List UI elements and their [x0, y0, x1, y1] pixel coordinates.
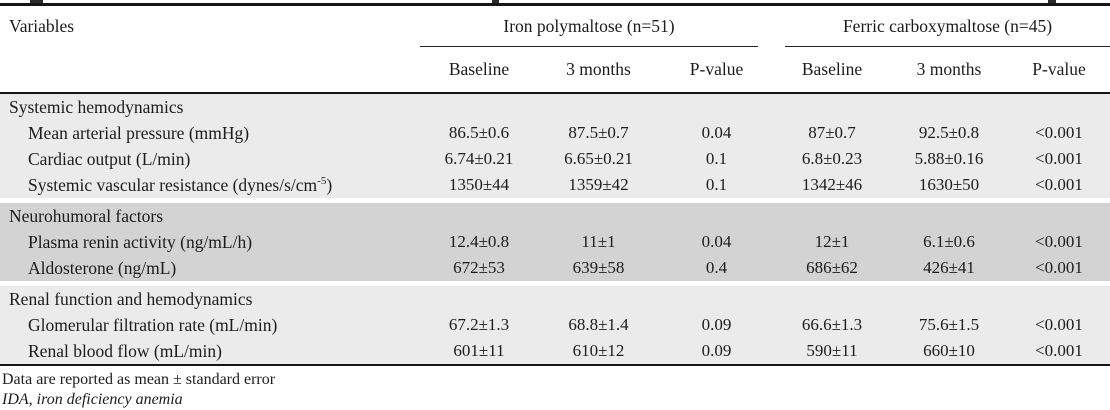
table-row: Renal blood flow (mL/min) 601±11 610±12 …	[0, 338, 1110, 364]
group-header-row: Variables Iron polymaltose (n=51) Ferric…	[0, 6, 1110, 47]
cell-value: 639±58	[572, 258, 625, 277]
footnote-ida-abbreviation: IDA, iron deficiency anemia	[2, 391, 183, 408]
cell-value: 0.1	[705, 175, 728, 194]
cell-value: 0.09	[701, 341, 732, 360]
row-label: Systemic vascular resistance (dynes/s/cm…	[28, 174, 333, 195]
caption-remnant-mark	[492, 0, 499, 3]
table-bottom-rule	[0, 364, 1110, 366]
cell-value: 6.65±0.21	[564, 149, 633, 168]
cell-value: <0.001	[1035, 175, 1083, 194]
cell-value: 601±11	[453, 341, 505, 360]
section-title: Renal function and hemodynamics	[9, 288, 253, 309]
cell-value: 86.5±0.6	[448, 123, 510, 142]
row-label: Cardiac output (L/min)	[28, 148, 191, 169]
cell-value: <0.001	[1035, 315, 1083, 334]
cell-value: 5.88±0.16	[914, 149, 984, 168]
cell-value: 92.5±0.8	[918, 123, 980, 142]
cell-value: 87±0.7	[808, 123, 856, 142]
cell-value: 1350±44	[448, 175, 510, 194]
variables-column-header: Variables	[9, 16, 75, 36]
cell-value: 0.04	[701, 123, 732, 142]
cell-value: 0.09	[701, 315, 732, 334]
cell-value: <0.001	[1035, 258, 1083, 277]
cell-value: 67.2±1.3	[448, 315, 510, 334]
cell-value: 1359±42	[568, 175, 629, 194]
cell-value: 12±1	[814, 232, 850, 251]
section-title-row: Renal function and hemodynamics	[0, 286, 1110, 312]
cell-value: 426±41	[923, 258, 975, 277]
section-title-row: Systemic hemodynamics	[0, 94, 1110, 120]
cell-value: 66.6±1.3	[801, 315, 863, 334]
cell-value: 1342±46	[801, 175, 863, 194]
table-footnotes: Data are reported as mean ± standard err…	[0, 366, 1110, 410]
table-section-systemic-hemodynamics: Systemic hemodynamics Mean arterial pres…	[0, 94, 1110, 198]
cell-value: 686±62	[806, 258, 858, 277]
cell-value: 610±12	[572, 341, 625, 360]
row-label: Mean arterial pressure (mmHg)	[28, 122, 250, 143]
cell-value: 87.5±0.7	[568, 123, 629, 142]
cell-value: <0.001	[1035, 232, 1083, 251]
cropped-caption-remnant	[0, 0, 1110, 3]
section-divider	[0, 281, 1110, 286]
table-row: Systemic vascular resistance (dynes/s/cm…	[0, 172, 1110, 198]
row-label: Renal blood flow (mL/min)	[28, 340, 222, 361]
subheader-row: Baseline 3 months P-value Baseline 3 mon…	[0, 47, 1110, 92]
cell-value: 6.8±0.23	[801, 149, 863, 168]
table-header: Variables Iron polymaltose (n=51) Ferric…	[0, 6, 1110, 94]
cell-value: 0.4	[705, 258, 728, 277]
superscript: -5	[317, 174, 327, 187]
group-header-gap	[758, 6, 785, 47]
section-title-row: Neurohumoral factors	[0, 203, 1110, 229]
cell-value: 6.74±0.21	[444, 149, 514, 168]
table-row: Plasma renin activity (ng/mL/h) 12.4±0.8…	[0, 229, 1110, 255]
cell-value: 660±10	[923, 341, 975, 360]
table-top-rule	[0, 3, 1110, 6]
footnote-mean-se: Data are reported as mean ± standard err…	[2, 371, 276, 388]
cell-value: <0.001	[1035, 123, 1083, 142]
cell-value: 68.8±1.4	[568, 315, 629, 334]
caption-remnant-mark	[30, 0, 43, 3]
section-title: Neurohumoral factors	[9, 205, 164, 226]
column-header-3months-2: 3 months	[916, 59, 982, 79]
table-row: Cardiac output (L/min) 6.74±0.21 6.65±0.…	[0, 146, 1110, 172]
cell-value: <0.001	[1035, 149, 1083, 168]
table-row: Aldosterone (ng/mL) 672±53 639±58 0.4 68…	[0, 255, 1110, 281]
table-row: Mean arterial pressure (mmHg) 86.5±0.6 8…	[0, 120, 1110, 146]
column-header-baseline-2: Baseline	[801, 59, 863, 79]
group-header-ferric-carboxymaltose: Ferric carboxymaltose (n=45)	[785, 6, 1110, 47]
table-section-renal-function: Renal function and hemodynamics Glomerul…	[0, 286, 1110, 364]
cell-value: 11±1	[581, 232, 616, 251]
cell-value: 75.6±1.5	[918, 315, 980, 334]
cell-value: 12.4±0.8	[448, 232, 510, 251]
section-title: Systemic hemodynamics	[9, 96, 184, 117]
column-header-pvalue-2: P-value	[1032, 59, 1086, 79]
column-header-3months-1: 3 months	[566, 59, 631, 79]
row-label: Aldosterone (ng/mL)	[28, 257, 177, 278]
row-label: Plasma renin activity (ng/mL/h)	[28, 231, 253, 252]
cell-value: 672±53	[453, 258, 505, 277]
table-section-neurohumoral-factors: Neurohumoral factors Plasma renin activi…	[0, 203, 1110, 281]
table-row: Glomerular filtration rate (mL/min) 67.2…	[0, 312, 1110, 338]
column-header-pvalue-1: P-value	[689, 59, 744, 79]
caption-remnant-mark	[1048, 0, 1056, 3]
column-header-baseline-1: Baseline	[448, 59, 510, 79]
cell-value: 6.1±0.6	[923, 232, 975, 251]
cell-value: 590±11	[806, 341, 858, 360]
cell-value: <0.001	[1035, 341, 1083, 360]
cell-value: 1630±50	[918, 175, 980, 194]
row-label: Glomerular filtration rate (mL/min)	[28, 314, 278, 335]
cell-value: 0.1	[705, 149, 728, 168]
section-divider	[0, 198, 1110, 203]
group-header-iron-polymaltose: Iron polymaltose (n=51)	[420, 6, 758, 47]
cell-value: 0.04	[701, 232, 732, 251]
